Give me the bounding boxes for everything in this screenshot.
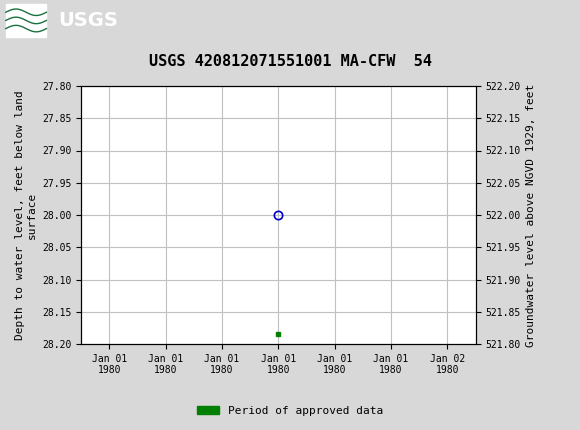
- Bar: [6, 4, 46, 37]
- Text: USGS 420812071551001 MA-CFW  54: USGS 420812071551001 MA-CFW 54: [148, 54, 432, 69]
- Legend: Period of approved data: Period of approved data: [193, 401, 387, 420]
- Text: USGS: USGS: [58, 11, 118, 30]
- Y-axis label: Depth to water level, feet below land
surface: Depth to water level, feet below land su…: [15, 90, 37, 340]
- Y-axis label: Groundwater level above NGVD 1929, feet: Groundwater level above NGVD 1929, feet: [526, 83, 536, 347]
